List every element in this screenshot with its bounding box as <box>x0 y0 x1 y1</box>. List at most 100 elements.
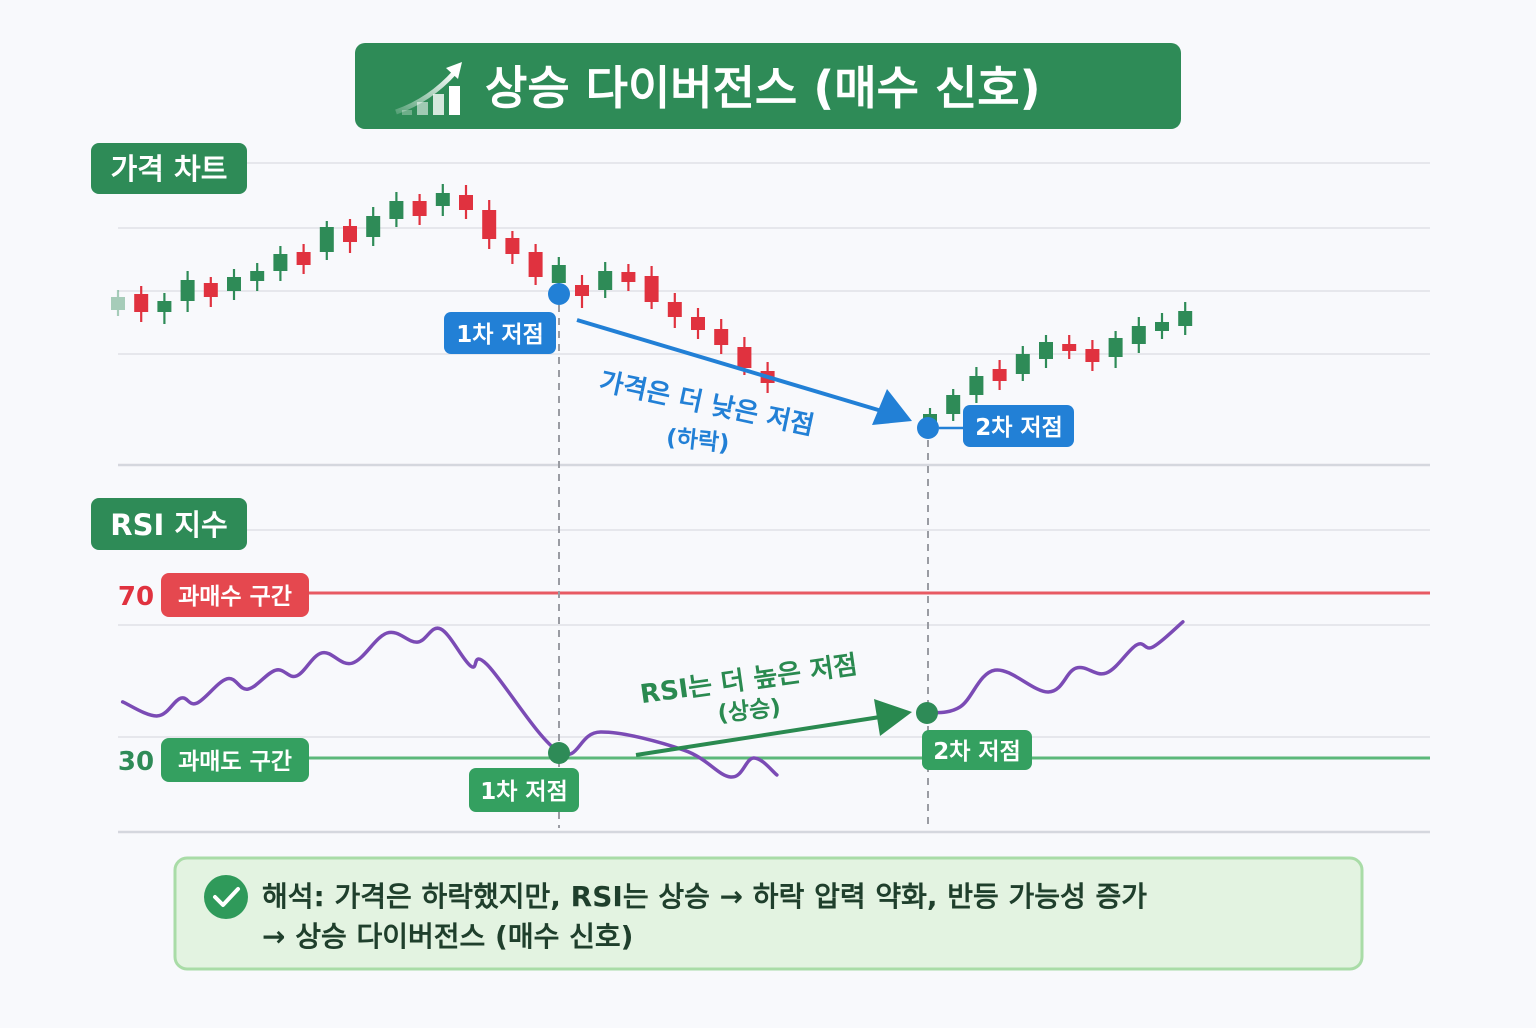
candle-up <box>111 290 125 316</box>
rsi-low2-dot <box>916 702 938 724</box>
price-panel: 가격 차트 <box>91 143 1430 467</box>
oversold-value: 30 <box>118 747 154 777</box>
price-trend-subtext: (하락) <box>665 425 731 457</box>
rsi-line <box>120 626 779 779</box>
rsi-panel-label-box <box>91 498 247 550</box>
candle-up <box>1039 335 1053 368</box>
candle-down <box>505 231 520 264</box>
candle-down <box>992 360 1007 390</box>
rsi-trend-subtext: (상승) <box>716 695 782 727</box>
candle-body <box>366 216 381 237</box>
rsi-line <box>925 620 1185 715</box>
candle-down <box>528 244 543 285</box>
page-title: 상승 다이버전스 (매수 신호) <box>485 61 1041 115</box>
price-low2-dot <box>917 417 939 439</box>
candle-body <box>343 226 357 242</box>
candle-down <box>134 286 149 322</box>
candle-up <box>1178 302 1193 335</box>
candle-down <box>714 319 729 354</box>
candle-body <box>134 294 149 312</box>
candle-up <box>366 207 381 246</box>
rsi-annotations: 1차 저점 2차 저점 RSI는 더 높은 저점 (상승) <box>469 650 1032 812</box>
candlesticks <box>111 184 1193 429</box>
candle-body <box>1131 326 1146 344</box>
candle-up <box>273 246 288 281</box>
price-trend-arrow <box>576 318 886 414</box>
candle-body <box>296 252 311 265</box>
price-gridlines <box>118 162 1430 467</box>
rsi-panel-label: RSI 지수 <box>110 508 227 542</box>
candle-body <box>1015 354 1030 374</box>
candle-up <box>1015 346 1030 381</box>
candle-up <box>1108 331 1123 368</box>
trending-up-bars-icon <box>395 62 462 115</box>
candle-body <box>737 347 752 368</box>
price-low1-dot <box>548 283 570 305</box>
rsi-trend-arrow <box>635 715 881 757</box>
candle-body <box>969 376 984 395</box>
candle-body <box>621 272 636 282</box>
price-low1-label: 1차 저점 <box>456 322 544 348</box>
candle-body <box>575 285 589 296</box>
oversold-label-box <box>161 738 309 782</box>
candle-up <box>598 262 613 298</box>
candle-down <box>1085 340 1100 371</box>
candle-body <box>1062 344 1077 351</box>
interpretation-box: 해석: 가격은 하락했지만, RSI는 상승 → 하락 압력 약화, 반등 가능… <box>173 856 1364 971</box>
interpretation-line-1: 해석: 가격은 하락했지만, RSI는 상승 → 하락 압력 약화, 반등 가능… <box>262 880 1147 913</box>
candle-up <box>1131 317 1146 353</box>
candle-body <box>203 283 218 297</box>
candle-body <box>992 369 1007 381</box>
candle-body <box>551 265 566 283</box>
candle-body <box>714 329 729 345</box>
candle-up <box>946 389 961 421</box>
candle-down <box>343 219 357 253</box>
candle-body <box>157 301 172 312</box>
overbought-label-box <box>161 573 309 617</box>
candle-up <box>180 271 195 312</box>
title-banner: 상승 다이버전스 (매수 신호) <box>355 43 1181 129</box>
candle-up <box>435 184 450 216</box>
candle-body <box>459 195 473 210</box>
check-circle-icon <box>204 875 248 919</box>
candle-body <box>1039 342 1053 359</box>
candle-down <box>412 194 427 225</box>
candle-up <box>389 192 404 227</box>
price-arrowhead <box>872 389 912 425</box>
candle-body <box>180 280 195 301</box>
candle-body <box>273 254 288 271</box>
price-panel-label: 가격 차트 <box>111 152 228 186</box>
rsi-low1-label-box <box>469 768 579 812</box>
interpretation-line-2: → 상승 다이버전스 (매수 신호) <box>262 920 633 953</box>
candle-down <box>482 200 497 249</box>
candle-down <box>667 293 682 328</box>
candle-up <box>227 269 241 300</box>
candle-down <box>621 264 636 291</box>
candle-body <box>598 271 613 290</box>
rsi-low1-label: 1차 저점 <box>480 779 568 805</box>
candle-body <box>1085 349 1100 362</box>
rsi-low2-label: 2차 저점 <box>933 739 1021 765</box>
price-low1-label-box <box>444 312 556 354</box>
candle-body <box>1178 311 1193 326</box>
candle-body <box>482 210 497 239</box>
overbought-label: 과매수 구간 <box>178 584 292 610</box>
candle-down <box>1062 335 1077 359</box>
candle-body <box>111 297 125 310</box>
candle-body <box>1108 338 1123 357</box>
candle-down <box>203 277 218 307</box>
candle-body <box>227 277 241 291</box>
candle-body <box>412 201 427 216</box>
candle-up <box>157 293 172 324</box>
candle-body <box>389 201 404 219</box>
candle-down <box>296 244 311 274</box>
candle-body <box>528 252 543 277</box>
price-low2-label: 2차 저점 <box>975 415 1063 441</box>
candle-body <box>667 302 682 317</box>
candle-body <box>505 238 520 254</box>
rsi-low1-dot <box>548 742 570 764</box>
candle-up <box>250 263 265 291</box>
rsi-arrowhead <box>874 699 912 736</box>
candle-body <box>946 395 961 414</box>
price-low2-label-box <box>963 405 1074 447</box>
